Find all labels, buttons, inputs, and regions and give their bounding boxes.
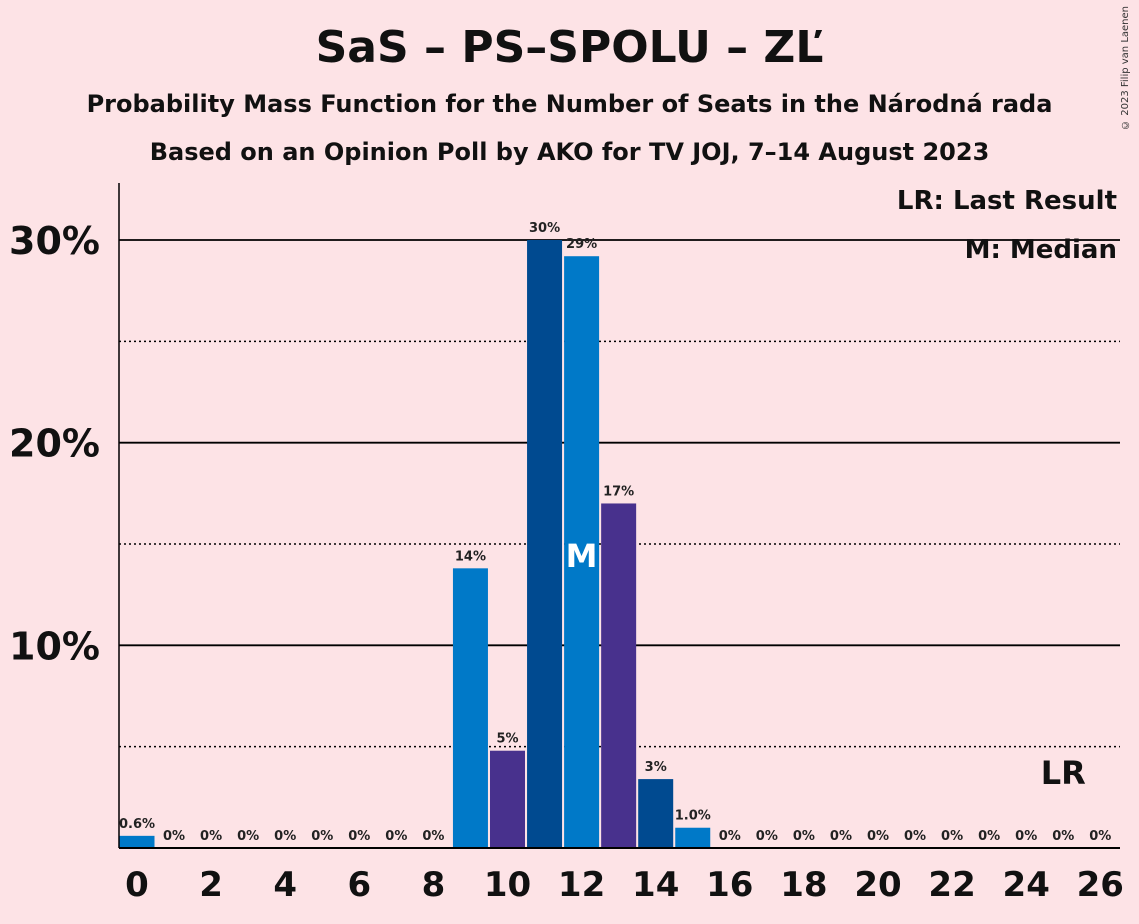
bar-value-label: 0% xyxy=(311,829,333,844)
bar-value-label: 0% xyxy=(422,829,444,844)
bar-seats-14 xyxy=(638,779,674,848)
bar-seats-15 xyxy=(675,827,711,848)
bar-value-label: 0% xyxy=(756,829,778,844)
bar-value-label: 0% xyxy=(163,829,185,844)
bar-value-label: 30% xyxy=(529,221,560,236)
bar-value-label: 0% xyxy=(1015,829,1037,844)
x-tick-label: 20 xyxy=(854,865,901,905)
bar-value-label: 0% xyxy=(904,829,926,844)
bar-value-label: 0% xyxy=(867,829,889,844)
bar-value-label: 0% xyxy=(1052,829,1074,844)
x-tick-label: 16 xyxy=(706,865,753,905)
bar-value-label: 17% xyxy=(603,484,634,499)
median-marker: M xyxy=(566,537,598,575)
last-result-marker: LR xyxy=(1041,754,1086,792)
x-tick-label: 10 xyxy=(484,865,531,905)
x-tick-label: 12 xyxy=(558,865,605,905)
y-tick-label: 10% xyxy=(9,624,100,668)
bar-seats-9 xyxy=(452,568,488,848)
bar-value-label: 29% xyxy=(566,237,597,252)
bar-value-label: 0% xyxy=(793,829,815,844)
x-tick-label: 8 xyxy=(422,865,446,905)
x-tick-label: 0 xyxy=(125,865,149,905)
bar-value-label: 0% xyxy=(348,829,370,844)
x-tick-label: 4 xyxy=(273,865,297,905)
x-tick-label: 6 xyxy=(347,865,371,905)
bar-value-label: 3% xyxy=(645,760,667,775)
chart-source-subtitle: Based on an Opinion Poll by AKO for TV J… xyxy=(149,138,990,166)
x-tick-label: 24 xyxy=(1003,865,1050,905)
y-tick-label: 20% xyxy=(9,422,100,466)
bar-value-label: 0% xyxy=(978,829,1000,844)
bar-value-label: 5% xyxy=(496,732,518,747)
x-tick-label: 2 xyxy=(199,865,223,905)
bar-seats-12 xyxy=(564,256,600,848)
legend-median: M: Median xyxy=(965,235,1117,265)
bar-seats-0 xyxy=(119,835,155,848)
bar-value-label: 0% xyxy=(1089,829,1111,844)
bar-value-label: 1.0% xyxy=(675,809,711,824)
bar-value-label: 0% xyxy=(237,829,259,844)
legend-last-result: LR: Last Result xyxy=(897,186,1117,216)
x-tick-label: 22 xyxy=(928,865,975,905)
bar-value-label: 0% xyxy=(385,829,407,844)
x-tick-label: 26 xyxy=(1077,865,1124,905)
bar-value-label: 14% xyxy=(455,549,486,564)
chart-subtitle: Probability Mass Function for the Number… xyxy=(86,90,1053,118)
bar-seats-11 xyxy=(527,240,563,848)
bar-seats-13 xyxy=(601,503,637,848)
chart-title: SaS – PS–SPOLU – ZĽ xyxy=(315,22,824,73)
y-tick-label: 30% xyxy=(9,219,100,263)
bar-value-label: 0.6% xyxy=(119,817,155,832)
bar-value-label: 0% xyxy=(200,829,222,844)
bar-seats-10 xyxy=(490,750,525,848)
x-tick-label: 14 xyxy=(632,865,679,905)
bar-value-label: 0% xyxy=(274,829,296,844)
bar-value-label: 0% xyxy=(719,829,741,844)
bar-value-label: 0% xyxy=(941,829,963,844)
x-tick-label: 18 xyxy=(780,865,827,905)
bar-value-label: 0% xyxy=(830,829,852,844)
